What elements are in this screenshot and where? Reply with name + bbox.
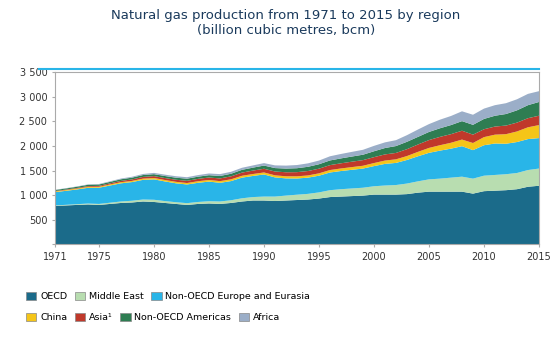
Text: Natural gas production from 1971 to 2015 by region
(billion cubic metres, bcm): Natural gas production from 1971 to 2015…: [111, 9, 461, 36]
Legend: China, Asia¹, Non-OECD Americas, Africa: China, Asia¹, Non-OECD Americas, Africa: [26, 313, 280, 322]
